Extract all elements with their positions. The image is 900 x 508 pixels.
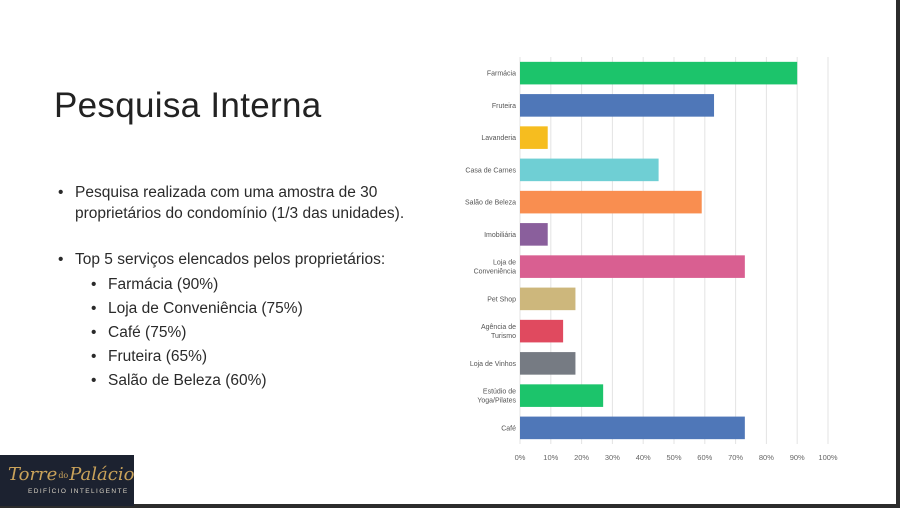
category-label-line: Fruteira [492, 103, 516, 110]
logo-name-part2: Palácio [69, 464, 135, 485]
category-label-line: Pet Shop [487, 296, 516, 303]
logo-name: TorredoPalácio [8, 464, 134, 485]
category-label-line: Farmácia [487, 71, 516, 78]
bar [520, 352, 576, 375]
category-label-line: Imobiliária [484, 232, 516, 239]
x-tick-label: 30% [605, 453, 620, 462]
category-label-line: Turismo [491, 333, 516, 340]
logo-name-small: do [58, 470, 69, 480]
x-tick-label: 70% [728, 453, 743, 462]
category-label: Salão de Beleza [465, 200, 516, 207]
bar [520, 287, 576, 311]
chart-svg: 0% 10% 20% 30% 40% 50% 60% 70% 80% 90% 100% Farmáci… [465, 57, 838, 462]
bullet-top5: Top 5 serviços elencados pelos proprietá… [58, 249, 438, 270]
category-label-line: Loja de [493, 260, 516, 267]
bullet-list: Pesquisa realizada com uma amostra de 30… [58, 182, 438, 393]
category-label: Agência de Turismo [481, 324, 516, 340]
top5-list: Farmácia (90%) Loja de Conveniência (75%… [58, 273, 438, 393]
x-tick-label: 40% [636, 453, 651, 462]
bar [520, 223, 548, 246]
x-tick-label: 100% [818, 453, 838, 462]
category-label: Loja de Vinhos [470, 361, 517, 368]
category-label-line: Casa de Carnes [465, 167, 516, 174]
bar [520, 255, 745, 278]
x-tick-label: 20% [574, 453, 589, 462]
top5-item: Fruteira (65%) [91, 345, 438, 369]
bar [520, 416, 745, 440]
x-tick-label: 0% [515, 453, 526, 462]
top5-item: Loja de Conveniência (75%) [91, 297, 438, 321]
category-label: Casa de Carnes [465, 167, 516, 174]
bar [520, 319, 564, 343]
bar [520, 126, 548, 149]
category-label: Estúdio de Yoga/Pilates [477, 389, 516, 405]
bar [520, 61, 798, 85]
category-label-line: Yoga/Pilates [477, 398, 516, 405]
x-tick-label: 60% [697, 453, 712, 462]
category-label-line: Agência de [481, 324, 516, 331]
services-bar-chart: 0% 10% 20% 30% 40% 50% 60% 70% 80% 90% 100% Farmáci… [440, 52, 840, 472]
category-label-line: Conveniência [474, 269, 517, 276]
top5-item: Café (75%) [91, 321, 438, 345]
bar [520, 158, 659, 182]
category-label: Café [501, 425, 516, 432]
category-label-line: Loja de Vinhos [470, 361, 517, 368]
category-label-line: Estúdio de [483, 389, 516, 396]
logo: TorredoPalácio EDIFÍCIO INTELIGENTE [0, 455, 134, 506]
bar [520, 384, 604, 407]
category-label: Fruteira [492, 103, 516, 110]
bar [520, 190, 702, 214]
logo-name-part1: Torre [8, 464, 58, 485]
category-label-line: Café [501, 425, 516, 432]
category-label: Loja de Conveniência [474, 260, 517, 276]
x-tick-label: 90% [790, 453, 805, 462]
bar [520, 94, 715, 117]
category-label: Farmácia [487, 71, 516, 78]
x-tick-label: 10% [543, 453, 558, 462]
bullet-survey: Pesquisa realizada com uma amostra de 30… [58, 182, 438, 224]
top5-item: Salão de Beleza (60%) [91, 369, 438, 393]
top5-item: Farmácia (90%) [91, 273, 438, 297]
logo-tagline: EDIFÍCIO INTELIGENTE [28, 488, 129, 495]
x-tick-label: 80% [759, 453, 774, 462]
category-label-line: Lavanderia [481, 135, 516, 142]
category-label-line: Salão de Beleza [465, 200, 516, 207]
page-title: Pesquisa Interna [54, 86, 322, 125]
x-tick-label: 50% [666, 453, 681, 462]
category-label: Imobiliária [484, 232, 516, 239]
category-label: Pet Shop [487, 296, 516, 303]
category-label: Lavanderia [481, 135, 516, 142]
